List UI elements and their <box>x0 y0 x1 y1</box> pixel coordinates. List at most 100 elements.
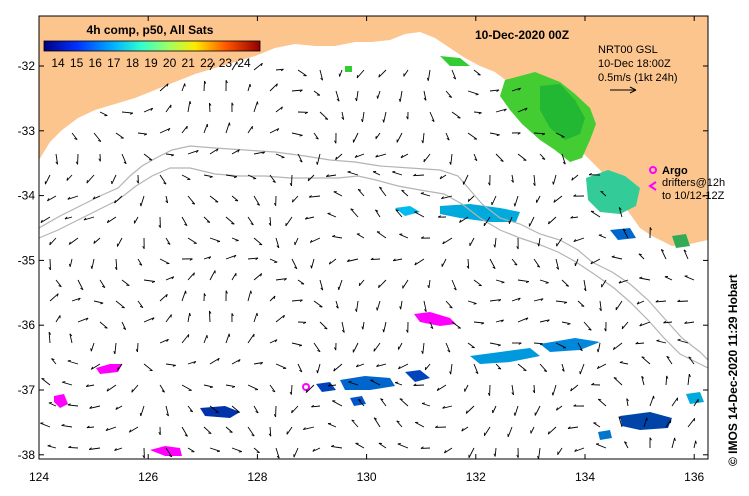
current-vector-arrow-icon <box>253 195 260 206</box>
current-vector-arrow-icon <box>656 340 667 344</box>
current-vector-arrow-icon <box>68 446 79 449</box>
current-vector-arrow-icon <box>165 237 171 245</box>
current-vector-arrow-icon <box>397 443 409 449</box>
current-vector-head-icon <box>382 329 385 333</box>
y-tick-label: -33 <box>18 124 36 138</box>
current-vector-arrow-icon <box>557 447 563 455</box>
current-vector-head-icon <box>677 338 681 341</box>
current-vector-arrow-icon <box>494 447 497 457</box>
current-vector-head-icon <box>420 236 425 239</box>
current-vector-head-icon <box>447 349 451 353</box>
current-vector-arrow-icon <box>55 315 61 323</box>
current-vector-arrow-icon <box>335 153 343 161</box>
current-vector-arrow-icon <box>203 384 213 388</box>
current-vector-arrow-icon <box>209 148 219 155</box>
current-vector-arrow-icon <box>517 317 529 323</box>
x-tick-label: 124 <box>29 470 49 484</box>
current-vector-arrow-icon <box>439 174 447 180</box>
current-vector-head-icon <box>612 346 615 350</box>
current-vector-head-icon <box>209 310 212 314</box>
current-vector-arrow-icon <box>445 90 453 98</box>
current-vector-head-icon <box>139 263 143 266</box>
current-vector-arrow-icon <box>473 363 479 374</box>
current-vector-head-icon <box>473 303 477 305</box>
current-vector-arrow-icon <box>181 174 191 180</box>
current-vector-head-icon <box>533 183 536 186</box>
current-vector-head-icon <box>350 208 354 211</box>
current-vector-arrow-icon <box>313 300 323 308</box>
drifter-tracks <box>54 312 456 456</box>
current-vector-arrow-icon <box>445 300 453 309</box>
current-vector-head-icon <box>453 287 457 291</box>
current-vector-arrow-icon <box>583 279 587 291</box>
current-vector-arrow-icon <box>356 90 359 101</box>
current-vector-arrow-icon <box>684 321 695 324</box>
current-vector-arrow-icon <box>400 300 403 310</box>
current-vector-arrow-icon <box>583 321 592 331</box>
current-vector-head-icon <box>51 358 55 361</box>
current-vector-head-icon <box>496 134 500 137</box>
current-vector-arrow-icon <box>354 153 365 158</box>
current-vector-arrow-icon <box>467 195 475 202</box>
current-vector-head-icon <box>501 319 504 323</box>
current-vector-head-icon <box>316 369 318 374</box>
current-vector-arrow-icon <box>143 107 153 113</box>
current-vector-arrow-icon <box>187 313 191 323</box>
current-vector-arrow-icon <box>555 300 567 303</box>
current-vector-head-icon <box>332 234 336 237</box>
current-vector-arrow-icon <box>269 295 276 302</box>
current-vector-arrow-icon <box>600 190 607 197</box>
current-vector-arrow-icon <box>93 132 102 142</box>
current-vector-arrow-icon <box>86 174 95 184</box>
current-vector-arrow-icon <box>275 278 287 281</box>
current-vector-head-icon <box>376 95 379 99</box>
current-vector-arrow-icon <box>355 442 365 449</box>
current-vector-head-icon <box>68 241 71 245</box>
current-vector-arrow-icon <box>89 447 101 450</box>
current-vector-head-icon <box>231 313 234 317</box>
current-vector-arrow-icon <box>598 234 607 239</box>
current-vector-arrow-icon <box>165 314 172 323</box>
current-vector-head-icon <box>413 383 417 386</box>
current-vector-arrow-icon <box>424 363 431 371</box>
current-vector-arrow-icon <box>376 231 387 239</box>
current-vector-arrow-icon <box>348 381 359 386</box>
current-vector-head-icon <box>136 180 139 184</box>
current-vector-arrow-icon <box>464 384 469 392</box>
current-vector-arrow-icon <box>517 153 527 161</box>
current-vector-head-icon <box>48 331 52 335</box>
current-vector-head-icon <box>442 405 446 409</box>
current-vector-arrow-icon <box>489 89 500 92</box>
current-vector-head-icon <box>591 382 595 386</box>
current-vector-arrow-icon <box>511 87 521 92</box>
current-vector-head-icon <box>217 240 221 243</box>
current-vector-head-icon <box>674 437 676 442</box>
current-vector-head-icon <box>444 450 447 454</box>
current-vector-head-icon <box>67 403 71 406</box>
current-vector-arrow-icon <box>313 132 319 140</box>
current-vector-head-icon <box>260 63 263 67</box>
current-vector-head-icon <box>498 299 502 302</box>
current-vector-arrow-icon <box>332 235 343 239</box>
sst-patch <box>540 338 600 352</box>
current-vector-head-icon <box>570 388 573 392</box>
current-vector-arrow-icon <box>297 153 303 163</box>
current-vector-arrow-icon <box>90 342 95 352</box>
sst-patch <box>610 228 636 240</box>
sst-patch <box>440 56 470 66</box>
current-vector-arrow-icon <box>225 122 230 134</box>
current-vector-head-icon <box>106 219 110 223</box>
current-vector-arrow-icon <box>356 363 365 368</box>
current-vector-arrow-icon <box>613 377 623 386</box>
current-vector-arrow-icon <box>375 153 387 158</box>
current-vector-head-icon <box>161 390 165 393</box>
current-vector-head-icon <box>525 281 530 284</box>
current-vector-arrow-icon <box>55 279 62 287</box>
plot-frame <box>38 15 709 460</box>
current-vector-head-icon <box>639 276 643 279</box>
current-vector-arrow-icon <box>373 342 381 352</box>
current-vector-head-icon <box>131 389 133 393</box>
current-vector-head-icon <box>193 361 197 364</box>
current-vector-arrow-icon <box>511 258 518 266</box>
current-vector-head-icon <box>231 223 235 225</box>
